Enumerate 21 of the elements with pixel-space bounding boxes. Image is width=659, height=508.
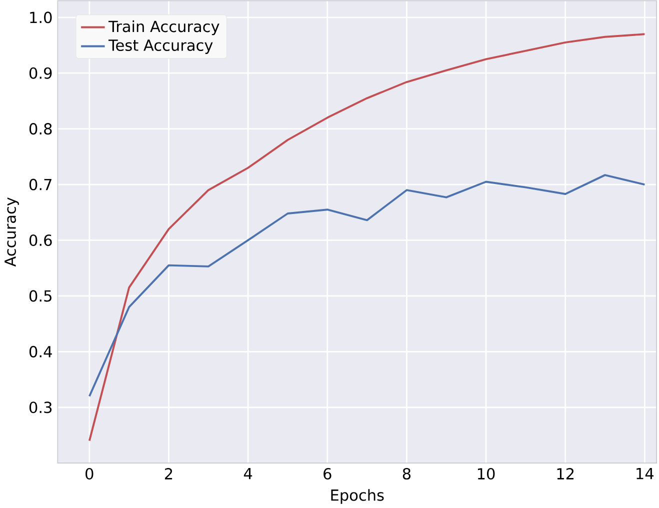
x-axis-title: Epochs — [331, 488, 384, 504]
legend-label: Train Accuracy — [108, 20, 220, 35]
y-tick-label: 0.8 — [29, 122, 52, 134]
x-tick-label: 6 — [324, 468, 332, 480]
y-tick-label: 0.5 — [29, 290, 52, 302]
y-tick-label: 0.9 — [29, 67, 52, 79]
x-tick-label: 12 — [557, 468, 574, 480]
x-tick-label: 0 — [86, 468, 94, 480]
y-tick-label: 0.7 — [29, 178, 52, 190]
y-tick-label: 0.4 — [29, 346, 52, 358]
x-tick-label: 2 — [164, 468, 172, 480]
x-tick-label: 10 — [478, 468, 495, 480]
y-tick-label: 1.0 — [30, 11, 52, 23]
y-axis-title: Accuracy — [4, 197, 19, 266]
x-tick-label: 8 — [402, 468, 410, 480]
x-tick-label: 4 — [244, 468, 252, 479]
y-tick-label: 0.3 — [29, 401, 52, 413]
y-tick-label: 0.6 — [29, 234, 52, 246]
legend-label: Test Accuracy — [108, 39, 213, 54]
line-series — [88, 174, 646, 397]
x-tick-label: 14 — [636, 468, 654, 479]
